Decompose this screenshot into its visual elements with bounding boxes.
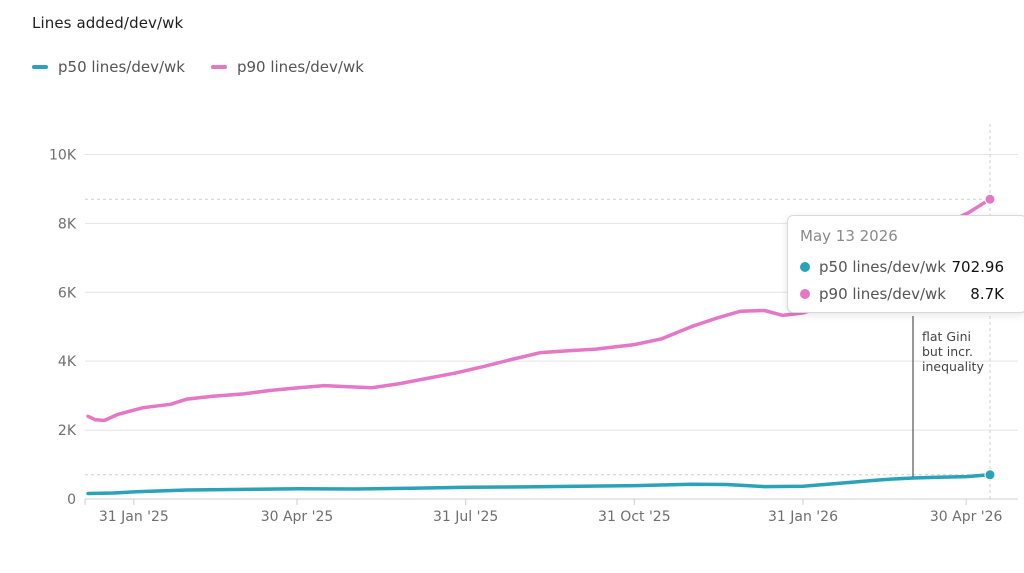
legend-label-p50: p50 lines/dev/wk bbox=[58, 58, 185, 76]
tooltip-row-p50: p50 lines/dev/wk 702.96 bbox=[800, 253, 1014, 280]
tooltip-date: May 13 2026 bbox=[800, 227, 898, 245]
legend-swatch-p90 bbox=[210, 65, 227, 69]
tooltip-label-p90: p90 lines/dev/wk bbox=[819, 284, 946, 303]
y-tick-label-1: 2K bbox=[58, 423, 77, 439]
x-tick-label-3: 31 Oct '25 bbox=[598, 509, 671, 525]
series-line-p50 bbox=[86, 473, 992, 496]
annotation-text-0-1: but incr. bbox=[922, 344, 973, 359]
y-tick-label-4: 8K bbox=[58, 216, 77, 232]
tooltip-dot-p90 bbox=[800, 288, 810, 299]
annotation-text-0-0: flat Gini bbox=[922, 329, 971, 344]
x-tick-label-5: 30 Apr '26 bbox=[930, 509, 1003, 525]
tooltip-dot-p50 bbox=[800, 261, 810, 272]
legend: p50 lines/dev/wk p90 lines/dev/wk bbox=[32, 58, 364, 76]
legend-swatch-p50 bbox=[32, 65, 48, 69]
y-tick-label-3: 6K bbox=[58, 285, 77, 301]
legend-item-p90[interactable]: p90 lines/dev/wk bbox=[210, 58, 364, 76]
legend-item-p50[interactable]: p50 lines/dev/wk bbox=[32, 58, 185, 76]
hover-dot-p90 bbox=[984, 193, 996, 205]
y-tick-label-2: 4K bbox=[58, 354, 77, 370]
hover-tooltip: May 13 2026 p50 lines/dev/wk 702.96 p90 … bbox=[787, 215, 1024, 313]
chart-title: Lines added/dev/wk bbox=[32, 14, 184, 32]
x-tick-label-1: 30 Apr '25 bbox=[261, 509, 334, 525]
legend-label-p90: p90 lines/dev/wk bbox=[236, 58, 364, 76]
x-tick-label-2: 31 Jul '25 bbox=[433, 509, 498, 525]
tooltip-value-p90: 8.7K bbox=[970, 284, 1004, 303]
y-tick-label-0: 0 bbox=[67, 492, 76, 508]
hover-dot-p50 bbox=[984, 469, 996, 481]
tooltip-value-p50: 702.96 bbox=[951, 257, 1005, 276]
tooltip-label-p50: p50 lines/dev/wk bbox=[819, 257, 946, 276]
x-tick-label-0: 31 Jan '25 bbox=[99, 509, 169, 525]
y-tick-label-5: 10K bbox=[49, 147, 77, 163]
tooltip-row-p90: p90 lines/dev/wk 8.7K bbox=[800, 280, 1014, 307]
annotation-text-0-2: inequality bbox=[922, 359, 984, 374]
x-tick-label-4: 31 Jan '26 bbox=[768, 509, 838, 525]
